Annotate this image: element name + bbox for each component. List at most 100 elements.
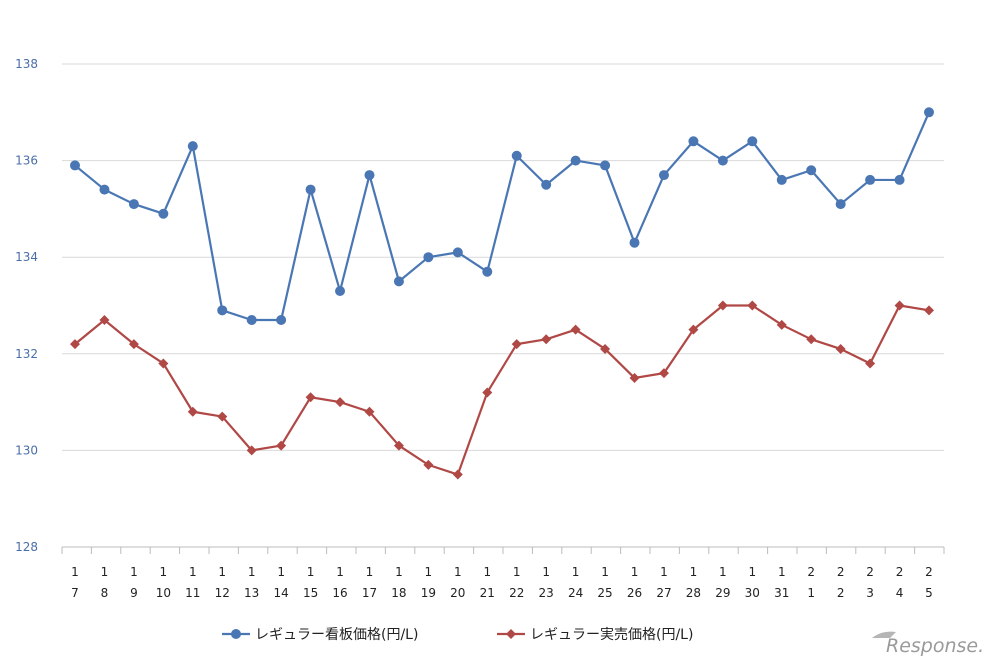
data-point [629,237,640,248]
y-tick-label: 136 [15,154,38,168]
x-tick-day-label: 10 [156,586,171,600]
data-point [70,339,80,350]
legend-label: レギュラー実売価格(円/L) [530,627,693,643]
data-point [865,174,876,185]
data-point [99,314,110,325]
data-point [629,372,640,383]
data-point [747,300,758,311]
x-tick-month-label: 1 [690,565,698,579]
x-tick-day-label: 15 [303,586,318,600]
series-1 [70,107,934,325]
data-point [924,107,934,118]
x-tick-month-label: 1 [218,565,226,579]
legend-label: レギュラー看板価格(円/L) [255,627,418,643]
data-point [335,286,346,297]
x-tick-month-label: 2 [925,565,933,579]
x-tick-day-label: 19 [421,586,436,600]
data-point [717,155,728,166]
data-point [305,184,316,195]
x-tick-month-label: 2 [866,565,874,579]
data-point [806,334,817,345]
x-tick-day-label: 18 [391,586,406,600]
x-tick-day-label: 17 [362,586,377,600]
data-point [600,343,611,354]
data-point [747,136,758,147]
data-point [541,179,552,190]
data-point [541,334,552,345]
data-point [776,319,787,330]
x-tick-day-label: 3 [866,586,874,600]
y-tick-label: 128 [15,540,38,554]
data-point [305,392,316,403]
x-tick-month-label: 1 [425,565,433,579]
data-point [511,339,522,350]
x-tick-month-label: 2 [837,565,845,579]
series-layer [70,107,934,480]
x-tick-month-label: 1 [101,565,109,579]
x-tick-month-label: 1 [601,565,609,579]
data-point [158,208,169,219]
data-point [217,305,228,316]
legend-swatch-marker [231,629,241,639]
data-point [688,136,699,147]
series-line [74,111,931,322]
x-tick-day-label: 9 [130,586,138,600]
data-point [335,397,346,408]
x-tick-day-label: 30 [745,586,760,600]
data-point [364,170,375,181]
data-point [99,184,110,195]
y-tick-label: 130 [15,443,38,457]
data-point [835,343,846,354]
y-tick-label: 132 [15,347,38,361]
grid-lines [62,63,944,451]
data-point [128,199,139,210]
data-point [276,440,287,451]
watermark-text: Response. [886,635,984,657]
x-tick-day-label: 31 [774,586,789,600]
data-point [393,440,404,451]
x-tick-day-label: 21 [480,586,495,600]
x-tick-month-label: 1 [366,565,374,579]
data-point [246,314,257,325]
data-point [158,358,169,369]
data-point [246,445,257,456]
data-point [570,155,581,166]
data-point [835,199,846,210]
x-tick-day-label: 16 [332,586,347,600]
x-tick-month-label: 1 [572,565,580,579]
data-point [806,165,817,176]
x-tick-month-label: 1 [248,565,256,579]
data-point [776,174,787,185]
data-point [482,387,493,398]
x-tick-month-label: 1 [277,565,285,579]
y-tick-label: 134 [15,250,38,264]
x-tick-month-label: 1 [631,565,639,579]
x-tick-day-label: 1 [807,586,815,600]
x-tick-day-label: 25 [597,586,612,600]
x-tick-month-label: 1 [189,565,197,579]
data-point [276,314,287,325]
data-point [894,174,905,185]
x-tick-month-label: 1 [454,565,462,579]
x-axis: 1718191101111121131141151161171181191201… [61,546,945,600]
data-point [688,324,699,335]
x-tick-day-label: 22 [509,586,524,600]
x-tick-month-label: 1 [513,565,521,579]
data-point [70,160,80,171]
series-line [74,304,930,476]
x-tick-day-label: 20 [450,586,465,600]
x-tick-day-label: 11 [185,586,200,600]
x-tick-month-label: 2 [896,565,904,579]
x-tick-day-label: 23 [539,586,554,600]
legend-swatch-marker [506,629,516,639]
data-point [924,305,934,316]
x-tick-month-label: 1 [160,565,168,579]
legend: レギュラー看板価格(円/L) レギュラー実売価格(円/L) [222,627,693,643]
x-tick-day-label: 13 [244,586,259,600]
watermark-swoosh-icon [872,631,896,638]
x-tick-day-label: 27 [656,586,671,600]
x-tick-month-label: 1 [778,565,786,579]
data-point [423,252,434,263]
data-point [894,300,905,311]
